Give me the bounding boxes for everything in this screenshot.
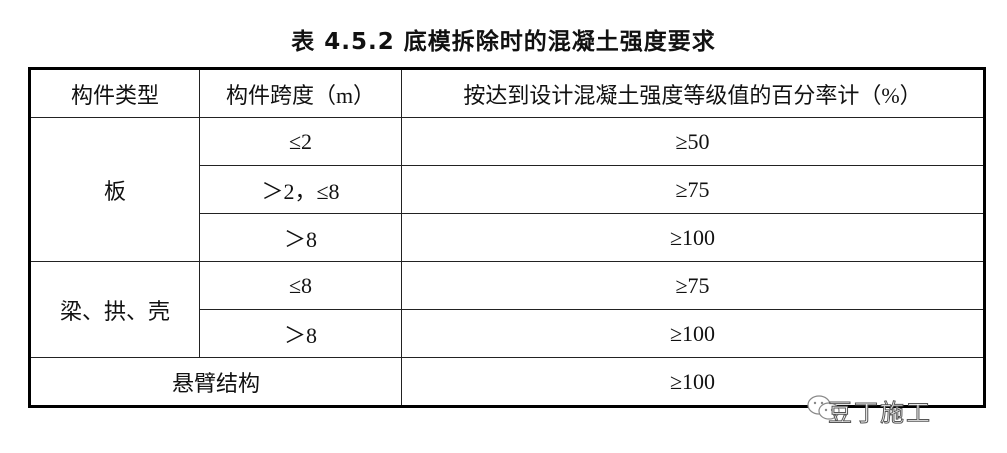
table-row: 悬臂结构 ≥100 xyxy=(29,357,985,407)
percent-cell: ≥100 xyxy=(401,213,985,262)
table-row: 梁、拱、壳 ≤8 ≥75 xyxy=(29,261,985,358)
table-title: 表 4.5.2 底模拆除时的混凝土强度要求 xyxy=(291,29,716,55)
table-row: ＞8 ≥100 xyxy=(30,309,985,358)
member-type-cell: 悬臂结构 xyxy=(29,357,402,407)
percent-cell: ≥50 xyxy=(401,117,985,166)
header-span: 构件跨度（m） xyxy=(199,68,402,118)
percent-cell: ≥100 xyxy=(401,309,985,358)
header-percentage: 按达到设计混凝土强度等级值的百分率计（%） xyxy=(401,68,985,118)
table-row: ＞2，≤8 ≥75 xyxy=(30,165,985,214)
span-cell: ＞8 xyxy=(199,213,402,262)
span-cell: ≤2 xyxy=(199,117,402,166)
span-cell: ＞8 xyxy=(199,309,402,358)
span-cell: ＞2，≤8 xyxy=(199,165,402,214)
span-cell: ≤8 xyxy=(199,261,402,310)
header-member-type: 构件类型 xyxy=(29,68,200,118)
formwork-strength-table: 构件类型 构件跨度（m） 按达到设计混凝土强度等级值的百分率计（%） 板 ≤2 … xyxy=(28,67,986,408)
member-type-cell: 板 xyxy=(29,117,200,262)
header-row: 构件类型 构件跨度（m） 按达到设计混凝土强度等级值的百分率计（%） xyxy=(29,68,985,118)
percent-cell: ≥75 xyxy=(401,165,985,214)
watermark-text: 豆丁施工 xyxy=(828,399,932,428)
member-type-cell: 梁、拱、壳 xyxy=(29,261,200,358)
table-row: 板 ≤2 ≥50 xyxy=(29,117,985,262)
wechat-icon xyxy=(807,395,840,420)
percent-cell: ≥100 xyxy=(401,357,985,407)
percent-cell: ≥75 xyxy=(401,261,985,310)
